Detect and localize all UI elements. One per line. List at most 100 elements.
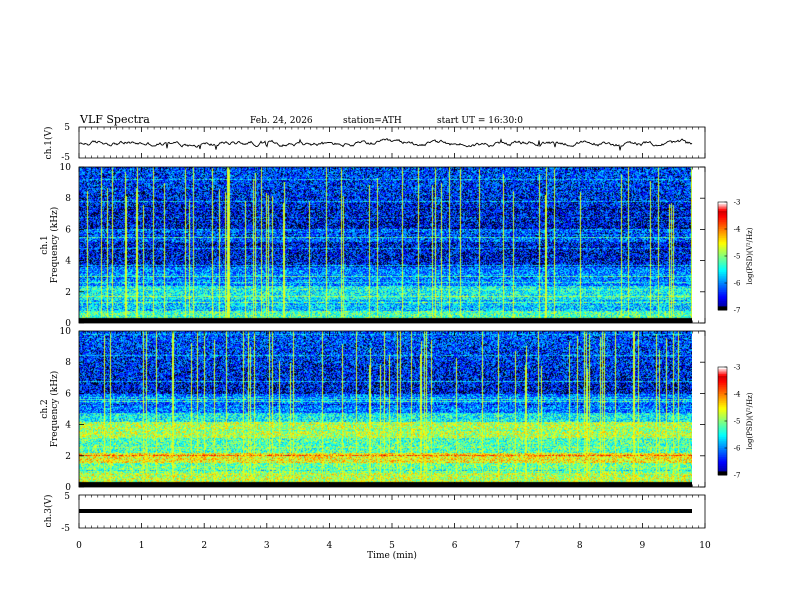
ch2-colorbar-segment [718, 376, 727, 379]
ch1-colorbar-segment [718, 279, 727, 282]
ch2-colorbar-tick: -6 [734, 445, 741, 453]
ch1-colorbar-segment [718, 203, 727, 207]
ch2-colorbar-segment [718, 404, 727, 408]
ch1-spectrogram-panel: 0 2 4 6 8 10 ch.1 Frequency (kHz) -3 -4 -5 -6 -7 l… [40, 163, 754, 329]
ch1-ylabel: ch.1(V) [43, 127, 54, 160]
x-tick-label: 5 [389, 541, 395, 551]
ch1-colorbar-segment [718, 218, 727, 221]
ch1-colorbar-segment [718, 205, 727, 208]
ch1-colorbar-segment [718, 214, 727, 217]
ch1-colorbar-segment [718, 290, 727, 293]
x-axis: 0 1 2 3 4 5 6 7 8 9 10 [76, 127, 711, 551]
ch2-colorbar-segment [718, 442, 727, 445]
ch1-colorbar-segment [718, 245, 727, 248]
ch2-colorbar-segment [718, 462, 727, 465]
ch1-colorbar-segment [718, 277, 727, 280]
ch2-colorbar-segment [718, 457, 727, 460]
ch2-colorbar-segment [718, 435, 727, 438]
ch1-colorbar-segment [718, 241, 727, 244]
ch1-colorbar-segment [718, 243, 727, 246]
ch2-colorbar-segment [718, 446, 727, 449]
ch3-waveform-trace [79, 509, 692, 513]
ch1-colorbar-segment [718, 274, 727, 277]
ch2-colorbar-segment [718, 453, 727, 456]
ch1-colorbar-segment [718, 230, 727, 234]
ch1-colorbar-tick: -3 [734, 199, 741, 207]
ch2-colorbar-segment [718, 397, 727, 400]
ch2-colorbar-segment [718, 408, 727, 411]
ch2-colorbar-tick: -7 [734, 472, 741, 480]
ch2-ytick-label: 4 [65, 421, 71, 431]
ch1-colorbar-segment [718, 286, 727, 289]
ch2-colorbar-segment [718, 430, 727, 433]
ch2-colorbar-segment [718, 460, 727, 463]
ch1-colorbar-segment [718, 288, 727, 291]
ch3-ytick-top: 5 [64, 492, 70, 502]
ch1-colorbar-segment [718, 229, 727, 232]
ch2-ytick-label: 8 [65, 358, 71, 368]
ch2-colorbar-tick: -4 [734, 391, 741, 399]
ch2-colorbar-segment [718, 390, 727, 393]
ch2-colorbar-segment [718, 385, 727, 388]
ch2-colorbar-segment [718, 403, 727, 406]
ch2-colorbar-segment [718, 374, 727, 377]
ch2-colorbar-segment [718, 415, 727, 418]
ch2-colorbar-segment [718, 412, 727, 415]
ch1-colorbar-segment [718, 281, 727, 284]
x-tick-label: 6 [452, 541, 458, 551]
ch1-colorbar-segment [718, 207, 727, 210]
ch1-ytick-bottom: -5 [61, 153, 70, 163]
ch1-colorbar-segment [718, 238, 727, 241]
start-time-label: start UT = 16:30:0 [437, 116, 523, 126]
ch1-colorbar-segment [718, 268, 727, 271]
ch2-colorbar-segment [718, 464, 727, 467]
ch1-colorbar-segment [718, 232, 727, 235]
ch2-colorbar-label: log(PSD)(V²/Hz) [746, 392, 754, 449]
ch2-colorbar-segment [718, 439, 727, 442]
ch2-colorbar-segment [718, 399, 727, 402]
ch2-colorbar-segment [718, 383, 727, 386]
ch1-colorbar-segment [718, 256, 727, 259]
ch2-colorbar-segment [718, 440, 727, 444]
ch2-colorbar-segment [718, 379, 727, 382]
ch2-colorbar-segment [718, 395, 727, 399]
ch1-colorbar-segment [718, 250, 727, 253]
ch2-colorbar-segment [718, 413, 727, 417]
x-tick-label: 2 [201, 541, 207, 551]
ch1-colorbar-segment [718, 252, 727, 255]
ch1-ytick-label: 10 [60, 163, 72, 173]
x-tick-label: 4 [327, 541, 333, 551]
ch2-colorbar-segment [718, 444, 727, 447]
ch2-colorbar-segment [718, 419, 727, 422]
station-label: station=ATH [343, 116, 402, 126]
ch2-colorbar-segment [718, 421, 727, 424]
ch1-colorbar-segment [718, 209, 727, 212]
ch1-colorbar-segment [718, 304, 727, 307]
ch1-colorbar-segment [718, 227, 727, 230]
ch1-colorbar-segment [718, 223, 727, 226]
ch1-colorbar-segment [718, 257, 727, 261]
ch1-colorbar-segment [718, 270, 727, 273]
ch2-colorbar-segment [718, 394, 727, 397]
ch2-colorbar-tick: -5 [734, 418, 741, 426]
ch2-channel-label: ch.2 [40, 399, 50, 418]
ch2-colorbar: -3 -4 -5 -6 -7 log(PSD)(V²/Hz) [717, 364, 754, 480]
ch2-colorbar-segment [718, 401, 727, 404]
ch2-ytick-label: 10 [60, 327, 72, 337]
ch2-colorbar-segment [718, 466, 727, 469]
ch1-colorbar-segment [718, 220, 727, 223]
ch1-colorbar-segment [718, 301, 727, 304]
ch1-colorbar-segment [718, 284, 727, 288]
ch2-colorbar-segment [718, 431, 727, 435]
ch1-colorbar-segment [718, 308, 727, 311]
ch1-colorbar-segment [718, 236, 727, 239]
ch1-ytick-top: 5 [64, 123, 70, 133]
ch2-colorbar-segment [718, 433, 727, 436]
ch2-colorbar-segment [718, 368, 727, 372]
ch1-colorbar-segment [718, 275, 727, 279]
ch1-colorbar-segment [718, 297, 727, 300]
ch1-colorbar-segment [718, 306, 727, 309]
ch1-colorbar-segment [718, 221, 727, 225]
ch1-colorbar-tick: -4 [734, 226, 741, 234]
ch1-colorbar-tick: -5 [734, 253, 741, 261]
